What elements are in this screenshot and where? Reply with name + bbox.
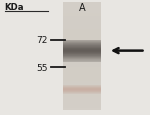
Bar bbox=[63, 108, 100, 110]
Bar bbox=[63, 52, 100, 53]
Bar bbox=[63, 19, 100, 22]
Bar bbox=[63, 90, 100, 91]
Bar bbox=[63, 17, 100, 19]
Bar bbox=[63, 49, 100, 50]
Bar bbox=[63, 47, 100, 48]
Bar bbox=[63, 42, 100, 43]
Bar bbox=[63, 86, 100, 89]
Bar bbox=[63, 40, 100, 41]
Bar bbox=[63, 54, 100, 57]
Bar bbox=[63, 9, 100, 12]
Bar bbox=[63, 48, 100, 49]
Bar bbox=[63, 86, 100, 87]
Bar bbox=[63, 22, 100, 25]
Bar bbox=[63, 56, 100, 57]
Bar bbox=[63, 12, 100, 14]
Bar bbox=[63, 44, 100, 45]
Bar bbox=[63, 81, 100, 84]
Bar bbox=[63, 76, 100, 78]
Bar bbox=[63, 88, 100, 89]
Bar bbox=[63, 44, 100, 46]
Text: KDa: KDa bbox=[4, 3, 24, 12]
Bar bbox=[63, 73, 100, 76]
Bar bbox=[63, 30, 100, 33]
Bar bbox=[63, 59, 100, 60]
Bar bbox=[63, 57, 100, 60]
Bar bbox=[63, 43, 100, 44]
Bar bbox=[63, 100, 100, 102]
Bar bbox=[63, 6, 100, 9]
Bar bbox=[63, 61, 100, 62]
Text: 72: 72 bbox=[37, 36, 48, 45]
Bar bbox=[63, 93, 100, 94]
Bar bbox=[63, 54, 100, 55]
Bar bbox=[63, 51, 100, 52]
Bar bbox=[63, 45, 100, 46]
Bar bbox=[63, 87, 100, 88]
Bar bbox=[63, 49, 100, 52]
Bar bbox=[63, 62, 100, 65]
Bar bbox=[63, 102, 100, 105]
Bar bbox=[63, 89, 100, 90]
Bar bbox=[63, 68, 100, 70]
Bar bbox=[63, 60, 100, 62]
Bar bbox=[63, 46, 100, 47]
Bar bbox=[63, 65, 100, 68]
Text: 55: 55 bbox=[36, 63, 48, 72]
Bar bbox=[63, 55, 100, 56]
Bar bbox=[63, 105, 100, 108]
Bar bbox=[63, 50, 100, 51]
Bar bbox=[63, 3, 100, 6]
Bar bbox=[63, 70, 100, 73]
Bar bbox=[63, 41, 100, 42]
Bar bbox=[63, 84, 100, 86]
Bar bbox=[63, 57, 100, 58]
Bar bbox=[63, 36, 100, 38]
Bar bbox=[63, 53, 100, 54]
Bar bbox=[63, 33, 100, 36]
Bar bbox=[63, 97, 100, 100]
Text: A: A bbox=[78, 3, 85, 13]
Bar bbox=[63, 25, 100, 27]
Bar bbox=[63, 92, 100, 94]
Bar bbox=[63, 58, 100, 59]
Bar bbox=[63, 94, 100, 97]
Bar bbox=[63, 27, 100, 30]
Bar bbox=[63, 78, 100, 81]
Bar bbox=[63, 46, 100, 49]
Bar bbox=[63, 41, 100, 44]
Bar bbox=[63, 91, 100, 92]
Bar bbox=[63, 52, 100, 54]
Bar bbox=[63, 3, 100, 110]
Bar bbox=[63, 60, 100, 61]
Bar bbox=[63, 92, 100, 93]
Bar bbox=[63, 89, 100, 92]
Bar bbox=[63, 14, 100, 17]
Bar bbox=[63, 38, 100, 41]
